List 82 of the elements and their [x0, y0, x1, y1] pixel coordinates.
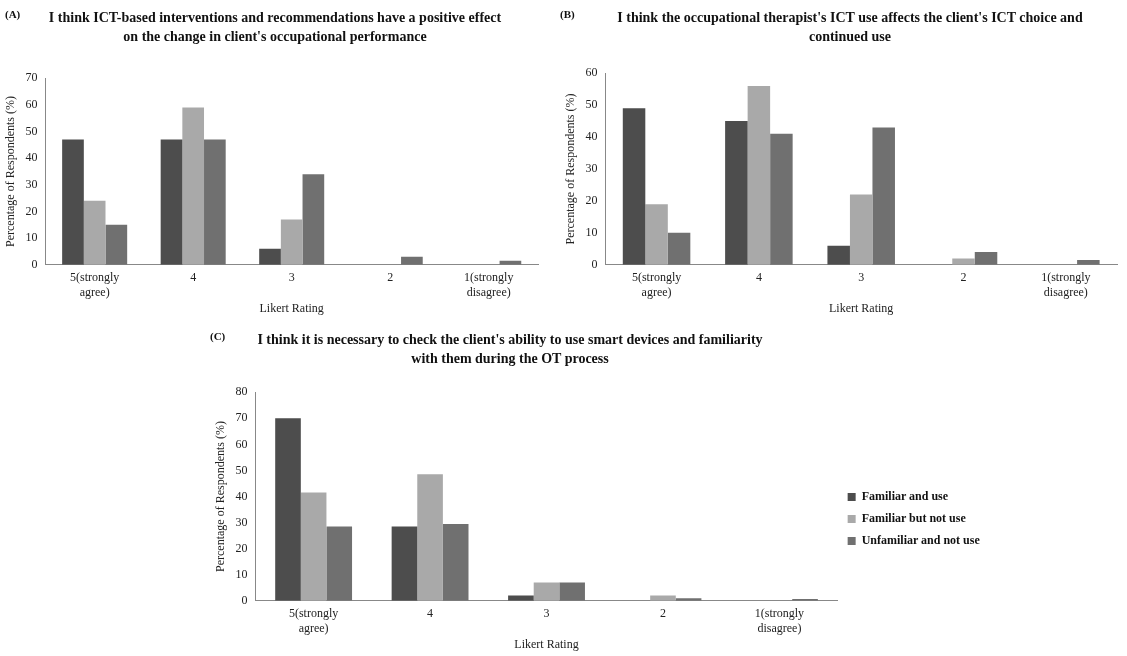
x-tick-label: 5(strongly agree)	[288, 606, 339, 635]
bar	[275, 418, 301, 601]
y-tick-label: 10	[585, 225, 598, 240]
y-tick-label: 10	[25, 230, 38, 245]
bar	[160, 139, 183, 265]
chart-title: I think the occupational therapist's ICT use affects the client's ICT choice and continued use	[616, 9, 1084, 46]
x-axis-title: Likert Rating	[259, 300, 324, 315]
y-tick-label: 0	[591, 256, 598, 271]
x-tick-label: 2	[659, 606, 666, 621]
chart-title: I think ICT-based interventions and recommendations have a positive effect on the change in client's occupational performance	[47, 9, 503, 46]
bar	[442, 523, 469, 601]
bar	[280, 219, 303, 265]
y-tick-label: 30	[25, 176, 38, 191]
y-tick-label: 20	[585, 193, 598, 208]
y-tick-label: 50	[25, 123, 38, 138]
bar	[725, 121, 748, 265]
legend-label: Familiar and use	[861, 489, 949, 504]
y-tick-label: 60	[25, 97, 38, 112]
bar	[417, 474, 443, 601]
bar	[667, 232, 691, 265]
bar	[302, 174, 325, 265]
y-tick-label: 40	[235, 488, 248, 503]
y-tick-label: 70	[25, 70, 38, 85]
y-axis-title: Percentage of Respondents (%)	[213, 421, 228, 572]
y-axis-title: Percentage of Respondents (%)	[3, 96, 18, 247]
bar	[204, 139, 226, 265]
y-tick-label: 30	[235, 514, 248, 529]
bar	[645, 204, 668, 265]
text: (A)	[5, 8, 21, 20]
y-tick-label: 30	[585, 161, 598, 176]
x-axis-title: Likert Rating	[514, 636, 579, 651]
x-tick-label: 1(strongly disagree)	[754, 606, 805, 635]
x-tick-label: 2	[960, 270, 967, 285]
text: (B)	[560, 8, 575, 20]
bar	[62, 139, 84, 265]
bar	[747, 85, 771, 265]
bar	[872, 127, 895, 265]
x-tick-label: 3	[858, 270, 865, 285]
bar	[849, 194, 873, 265]
x-tick-label: 5(strongly agree)	[631, 270, 682, 299]
y-tick-label: 20	[25, 203, 38, 218]
y-tick-label: 40	[25, 150, 38, 165]
y-tick-label: 40	[585, 129, 598, 144]
x-tick-label: 3	[543, 606, 550, 621]
y-tick-label: 0	[31, 256, 38, 271]
bar	[182, 107, 205, 265]
bar	[622, 108, 646, 265]
y-axis-title: Percentage of Respondents (%)	[563, 93, 578, 245]
bar	[952, 258, 975, 265]
x-tick-label: 3	[288, 270, 295, 285]
x-tick-label: 5(strongly agree)	[69, 270, 120, 299]
y-tick-label: 50	[585, 97, 598, 112]
bar	[391, 526, 418, 601]
y-tick-label: 10	[235, 566, 248, 581]
x-tick-label: 1(strongly disagree)	[1041, 270, 1091, 299]
x-tick-label: 4	[427, 606, 434, 621]
y-tick-label: 70	[235, 410, 248, 425]
chart-title: I think it is necessary to check the client's ability to use smart devices and familiarity with them during the OT process	[256, 331, 764, 368]
y-tick-label: 0	[241, 592, 248, 607]
x-tick-label: 4	[190, 270, 197, 285]
x-tick-label: 2	[387, 270, 394, 285]
bar	[827, 245, 850, 265]
bar	[83, 200, 106, 265]
bar	[974, 252, 998, 265]
y-tick-label: 60	[585, 65, 598, 80]
bar	[300, 492, 327, 601]
bar	[770, 133, 793, 265]
legend-label: Familiar but not use	[861, 511, 967, 526]
bar	[533, 582, 560, 601]
bar	[326, 526, 353, 601]
bar	[559, 582, 585, 601]
x-axis-title: Likert Rating	[829, 300, 894, 315]
y-tick-label: 50	[235, 462, 248, 477]
y-tick-label: 80	[235, 384, 248, 399]
bar	[259, 248, 281, 265]
x-tick-label: 4	[755, 270, 762, 285]
x-tick-label: 1(strongly disagree)	[464, 270, 514, 299]
y-tick-label: 60	[235, 436, 248, 451]
legend-label: Unfamiliar and not use	[861, 533, 981, 548]
y-tick-label: 20	[235, 540, 248, 555]
bar	[105, 224, 128, 265]
text: (C)	[210, 330, 226, 342]
